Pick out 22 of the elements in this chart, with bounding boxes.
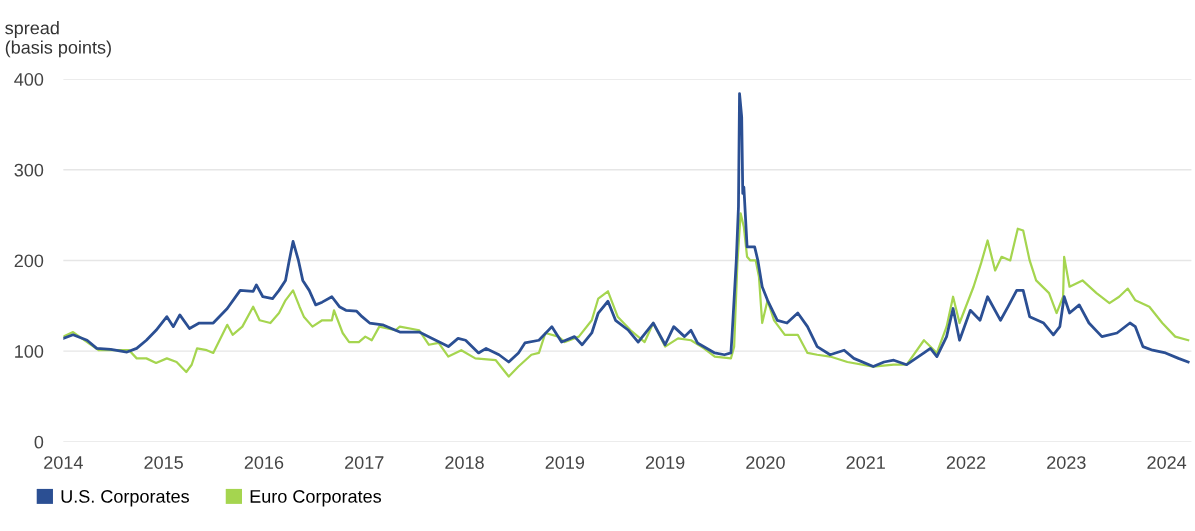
x-tick-label: 2019	[645, 456, 685, 469]
x-tick-label: 2017	[345, 456, 384, 469]
line-series	[63, 92, 1190, 368]
legend-label: U.S. Corporates	[61, 490, 189, 507]
x-tick-label: 2015	[144, 456, 183, 469]
legend-label: Euro Corporates	[250, 490, 382, 507]
x-tick-label: 2023	[1047, 456, 1086, 469]
y-tick-label: 200	[14, 254, 44, 268]
x-tick-label: 2019	[545, 456, 585, 469]
y-tick-label: 0	[34, 435, 44, 449]
x-tick-label: 2022	[946, 456, 986, 469]
line-series	[63, 212, 1190, 378]
x-tick-label: 2018	[445, 456, 484, 469]
x-tick-label: 2021	[846, 456, 885, 469]
y-axis-title: spread (basis points)	[5, 21, 111, 58]
y-tick-label: 400	[14, 73, 44, 86]
y-tick-label: 300	[14, 163, 44, 177]
x-tick-label: 2014	[44, 456, 83, 469]
y-tick-label: 100	[15, 345, 44, 358]
x-tick-label: 2024	[1147, 456, 1187, 469]
x-tick-label: 2016	[244, 456, 284, 469]
x-tick-label: 2020	[746, 456, 785, 469]
